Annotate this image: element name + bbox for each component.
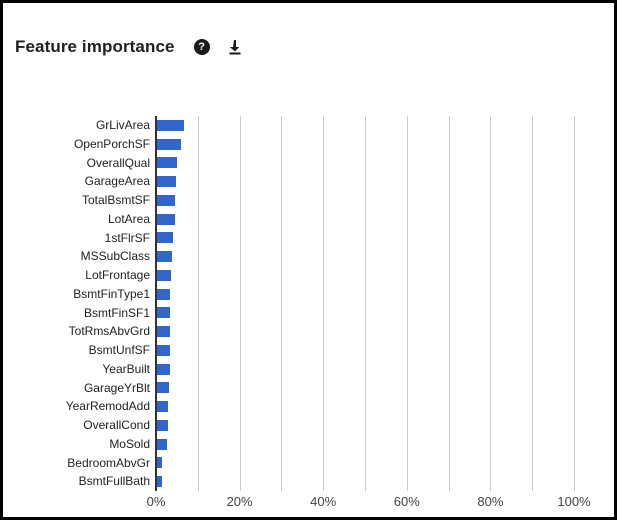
y-axis-label: YearBuilt	[102, 361, 150, 376]
y-axis-label: OverallQual	[86, 155, 150, 170]
gridline	[490, 116, 492, 491]
x-axis-tick-label: 0%	[146, 494, 166, 509]
gridline	[406, 116, 408, 491]
y-axis-label: GrLivArea	[95, 118, 150, 132]
bar-LotArea	[157, 213, 176, 225]
y-axis-label: TotRmsAbvGrd	[68, 324, 150, 339]
plot-area	[155, 116, 575, 491]
bar-BedroomAbvGr	[157, 457, 163, 469]
help-button[interactable]: ?	[193, 39, 210, 55]
bar-BsmtFullBath	[157, 476, 163, 488]
x-axis-tick-label: 40%	[310, 494, 337, 509]
y-axis-label: LotFrontage	[85, 268, 150, 282]
x-axis-tick-label: 20%	[226, 494, 253, 509]
gridline	[323, 116, 325, 491]
y-axis-label: BsmtFinType1	[73, 286, 150, 301]
gridline	[281, 116, 283, 491]
x-axis-tick-label: 80%	[477, 494, 504, 509]
card-header: Feature importance ?	[15, 33, 244, 61]
y-axis-label: TotalBsmtSF	[81, 193, 150, 207]
bar-LotFrontage	[157, 269, 172, 281]
bar-OverallQual	[157, 157, 178, 169]
bar-BsmtFinType1	[157, 288, 171, 300]
y-axis-line	[155, 116, 157, 491]
y-axis-label: BedroomAbvGr	[67, 455, 150, 470]
x-axis-tick-labels: 0% 20% 40% 60% 80% 100%	[147, 494, 591, 510]
y-axis-label: LotArea	[107, 211, 150, 226]
gridline	[365, 116, 366, 491]
gridline	[532, 116, 534, 491]
bar-BsmtFinSF1	[157, 307, 171, 319]
gridline	[574, 116, 575, 491]
gridline	[197, 116, 199, 491]
bar-MoSold	[157, 438, 168, 450]
y-axis-label: MSSubClass	[80, 249, 150, 264]
bar-TotRmsAbvGrd	[157, 326, 170, 338]
y-axis-label: OverallCond	[83, 418, 150, 432]
y-axis-label: BsmtFinSF1	[83, 305, 150, 320]
gridline	[448, 116, 450, 491]
bar-YearBuilt	[157, 363, 170, 375]
y-axis-label: BsmtFullBath	[78, 474, 150, 489]
y-axis-label: GarageYrBlt	[83, 380, 150, 395]
bar-OpenPorchSF	[157, 138, 182, 150]
bar-BsmtUnfSF	[157, 344, 170, 356]
help-circle-icon: ?	[198, 41, 205, 53]
bar-1stFlrSF	[157, 232, 174, 244]
y-axis-label: BsmtUnfSF	[88, 343, 150, 357]
bar-GarageYrBlt	[157, 382, 170, 394]
bar-GrLivArea	[157, 119, 184, 131]
bar-YearRemodAdd	[157, 401, 169, 413]
bar-OverallCond	[157, 419, 169, 431]
download-icon	[227, 39, 243, 55]
x-axis-tick-label: 100%	[557, 494, 591, 509]
x-axis-tick-label: 60%	[393, 494, 420, 509]
y-axis-label: MoSold	[109, 436, 150, 451]
y-axis-label: OpenPorchSF	[73, 136, 150, 151]
bar-GarageArea	[157, 176, 176, 188]
y-axis-label: GarageArea	[84, 174, 150, 189]
y-axis-label: 1stFlrSF	[104, 230, 150, 245]
y-axis-label: YearRemodAdd	[65, 399, 150, 414]
y-axis-labels: GrLivArea OpenPorchSF OverallQual GarageAre…	[3, 116, 150, 491]
gridline	[239, 116, 241, 491]
download-button[interactable]	[226, 38, 244, 56]
bar-TotalBsmtSF	[157, 194, 176, 206]
page-title: Feature importance	[15, 37, 175, 56]
feature-importance-chart: GrLivArea OpenPorchSF OverallQual GarageAre…	[3, 3, 614, 517]
bar-MSSubClass	[157, 251, 173, 263]
